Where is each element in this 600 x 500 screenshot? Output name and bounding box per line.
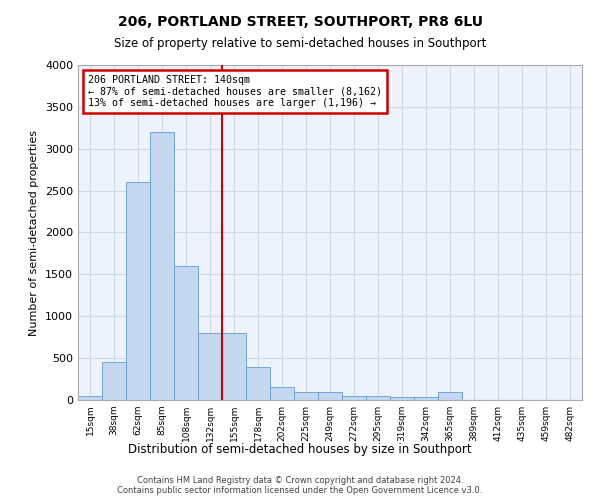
Bar xyxy=(318,392,342,400)
Bar xyxy=(198,333,222,400)
Bar xyxy=(174,266,198,400)
Bar xyxy=(294,392,318,400)
Bar xyxy=(222,333,246,400)
Y-axis label: Number of semi-detached properties: Number of semi-detached properties xyxy=(29,130,40,336)
Bar xyxy=(414,398,438,400)
Bar xyxy=(438,392,462,400)
Bar xyxy=(270,388,294,400)
Text: Distribution of semi-detached houses by size in Southport: Distribution of semi-detached houses by … xyxy=(128,442,472,456)
Bar xyxy=(342,396,366,400)
Bar xyxy=(150,132,174,400)
Bar xyxy=(102,362,126,400)
Text: Size of property relative to semi-detached houses in Southport: Size of property relative to semi-detach… xyxy=(114,38,486,51)
Bar xyxy=(390,396,414,400)
Bar xyxy=(78,396,102,400)
Text: Contains HM Land Registry data © Crown copyright and database right 2024.
Contai: Contains HM Land Registry data © Crown c… xyxy=(118,476,482,495)
Text: 206 PORTLAND STREET: 140sqm
← 87% of semi-detached houses are smaller (8,162)
13: 206 PORTLAND STREET: 140sqm ← 87% of sem… xyxy=(88,75,382,108)
Bar xyxy=(366,396,390,400)
Text: 206, PORTLAND STREET, SOUTHPORT, PR8 6LU: 206, PORTLAND STREET, SOUTHPORT, PR8 6LU xyxy=(118,15,482,29)
Bar xyxy=(126,182,150,400)
Bar xyxy=(246,366,270,400)
